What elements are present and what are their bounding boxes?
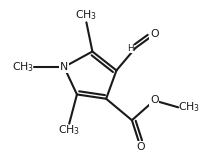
Text: H: H: [127, 44, 134, 53]
Text: CH$_3$: CH$_3$: [58, 124, 80, 137]
Text: O: O: [136, 142, 145, 152]
Text: CH$_3$: CH$_3$: [178, 100, 200, 114]
Text: O: O: [150, 95, 159, 106]
Text: O: O: [150, 29, 159, 39]
Text: N: N: [60, 62, 68, 72]
Text: CH$_3$: CH$_3$: [75, 9, 97, 22]
Text: CH$_3$: CH$_3$: [12, 60, 34, 74]
